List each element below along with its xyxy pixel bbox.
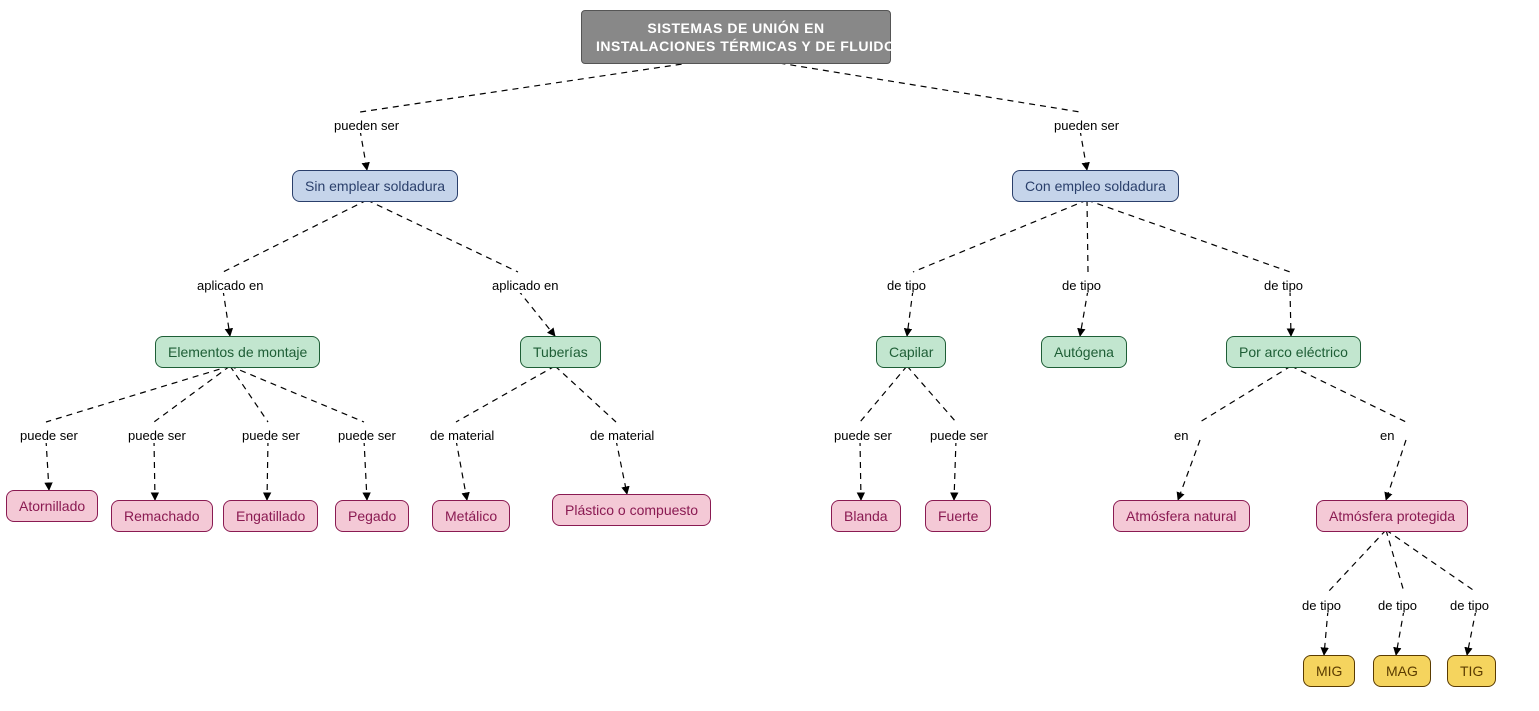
node-atornillado: Atornillado: [6, 490, 98, 522]
node-fuerte: Fuerte: [925, 500, 991, 532]
edge-label: de tipo: [1300, 598, 1343, 613]
node-autogena: Autógena: [1041, 336, 1127, 368]
edge-label: aplicado en: [195, 278, 266, 293]
edge-label: puede ser: [928, 428, 990, 443]
edge-label: puede ser: [18, 428, 80, 443]
node-arco-electrico: Por arco eléctrico: [1226, 336, 1361, 368]
node-atm-protegida: Atmósfera protegida: [1316, 500, 1468, 532]
edge-label: de tipo: [1262, 278, 1305, 293]
edge-label: de material: [588, 428, 656, 443]
edge-label: puede ser: [336, 428, 398, 443]
edge-label: puede ser: [240, 428, 302, 443]
edge-label: de tipo: [1448, 598, 1491, 613]
node-capilar: Capilar: [876, 336, 946, 368]
node-pegado: Pegado: [335, 500, 409, 532]
node-root-line2: INSTALACIONES TÉRMICAS Y DE FLUIDOS: [596, 38, 905, 54]
node-con-soldadura: Con empleo soldadura: [1012, 170, 1179, 202]
node-tig: TIG: [1447, 655, 1496, 687]
node-atm-natural: Atmósfera natural: [1113, 500, 1250, 532]
concept-map: SISTEMAS DE UNIÓN EN INSTALACIONES TÉRMI…: [0, 0, 1539, 711]
edge-label: en: [1378, 428, 1396, 443]
node-mig: MIG: [1303, 655, 1355, 687]
edge-label: puede ser: [832, 428, 894, 443]
node-root: SISTEMAS DE UNIÓN EN INSTALACIONES TÉRMI…: [581, 10, 891, 64]
node-root-line1: SISTEMAS DE UNIÓN EN: [647, 20, 824, 36]
node-mag: MAG: [1373, 655, 1431, 687]
edge-label: aplicado en: [490, 278, 561, 293]
node-blanda: Blanda: [831, 500, 901, 532]
edge-label: puede ser: [126, 428, 188, 443]
edge-label: de tipo: [885, 278, 928, 293]
node-remachado: Remachado: [111, 500, 213, 532]
node-tuberias: Tuberías: [520, 336, 601, 368]
node-engatillado: Engatillado: [223, 500, 318, 532]
node-metalico: Metálico: [432, 500, 510, 532]
edge-label: de material: [428, 428, 496, 443]
node-plastico: Plástico o compuesto: [552, 494, 711, 526]
node-elementos-montaje: Elementos de montaje: [155, 336, 320, 368]
edge-label: pueden ser: [332, 118, 401, 133]
node-sin-soldadura: Sin emplear soldadura: [292, 170, 458, 202]
edge-label: de tipo: [1060, 278, 1103, 293]
edge-label: pueden ser: [1052, 118, 1121, 133]
edge-label: de tipo: [1376, 598, 1419, 613]
edge-label: en: [1172, 428, 1190, 443]
